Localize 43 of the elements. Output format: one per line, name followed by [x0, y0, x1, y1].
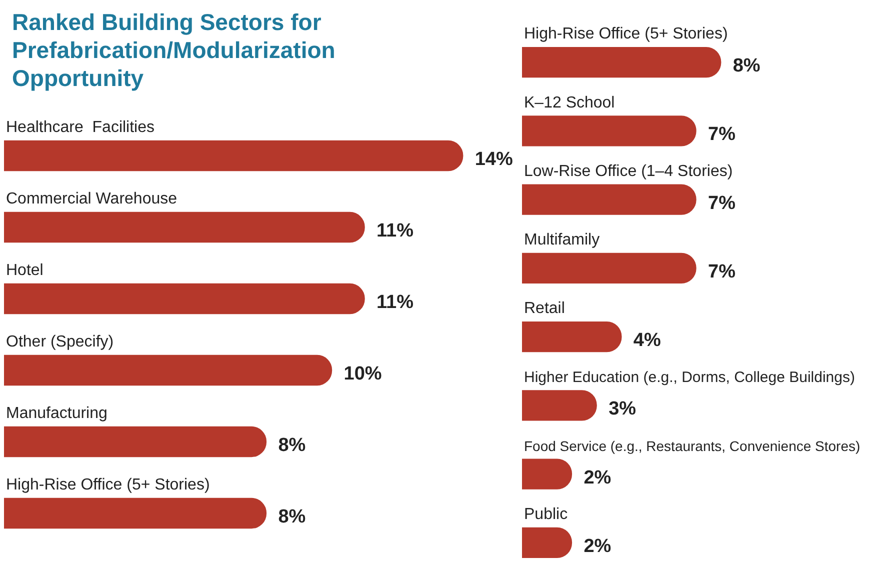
- data-label: 7%: [708, 124, 736, 146]
- y-tick-label: K–12 School: [524, 94, 615, 112]
- bar: [4, 354, 332, 386]
- y-tick-label: Hotel: [6, 262, 44, 280]
- bar: [522, 116, 696, 146]
- data-label: 8%: [278, 434, 306, 456]
- data-label: 3%: [608, 398, 636, 420]
- bar: [522, 527, 572, 558]
- data-label: 11%: [376, 292, 414, 313]
- y-tick-label: Food Service (e.g., Restaurants, Convenience Stores): [524, 438, 860, 454]
- data-label: 10%: [344, 363, 382, 384]
- bar: [522, 321, 622, 352]
- data-label: 7%: [708, 192, 736, 214]
- y-tick-label: Manufacturing: [6, 405, 108, 422]
- y-tick-label: Public: [524, 506, 568, 524]
- bar: [4, 140, 464, 172]
- data-label: 7%: [708, 261, 736, 282]
- data-label: 4%: [633, 330, 661, 352]
- bar: [4, 283, 365, 314]
- y-tick-label: High-Rise Office (5+ Stories): [6, 476, 210, 494]
- data-label: 8%: [278, 506, 306, 528]
- bar: [4, 426, 267, 458]
- data-label: 2%: [584, 536, 612, 557]
- bar: [522, 390, 597, 421]
- data-label: 2%: [584, 467, 612, 488]
- data-label: 14%: [474, 148, 513, 170]
- y-tick-label: Higher Education (e.g., Dorms, College Buildings): [524, 369, 855, 386]
- y-tick-label: Retail: [524, 300, 565, 318]
- chart-title: Ranked Building Sectors for Prefabrication/Modularization Opportunity: [11, 8, 336, 92]
- y-tick-label: Other (Specify): [6, 334, 114, 351]
- bar: [4, 498, 267, 529]
- y-tick-label: Healthcare Facilities: [6, 119, 154, 136]
- y-tick-label: High-Rise Office (5+ Stories): [524, 26, 728, 43]
- y-tick-label: Commercial Warehouse: [6, 190, 178, 208]
- bar: [522, 46, 722, 78]
- data-label: 11%: [376, 220, 414, 242]
- bar: [4, 212, 365, 243]
- data-label: 8%: [732, 56, 760, 77]
- bar: [522, 184, 696, 215]
- bar: [522, 458, 572, 490]
- y-tick-label: Multifamily: [524, 232, 600, 249]
- y-tick-label: Low-Rise Office (1–4 Stories): [524, 162, 733, 180]
- bar: [522, 252, 696, 284]
